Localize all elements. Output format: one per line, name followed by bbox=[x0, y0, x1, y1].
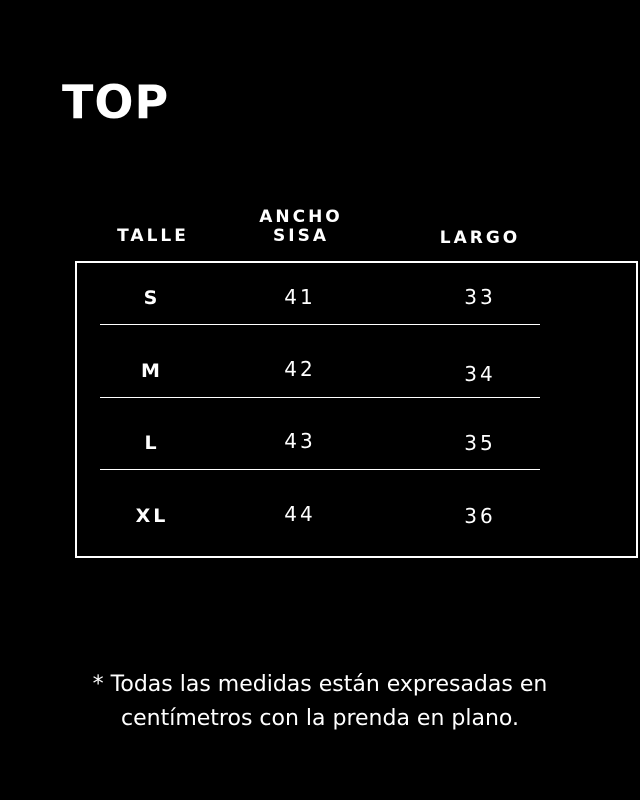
length-cell: 35 bbox=[464, 431, 496, 455]
width-cell: 44 bbox=[284, 502, 316, 526]
page-title: TOP bbox=[62, 75, 170, 129]
size-cell: L bbox=[144, 432, 160, 454]
length-cell: 34 bbox=[464, 362, 496, 386]
column-header-size: TALLE bbox=[117, 226, 189, 246]
row-divider bbox=[100, 469, 540, 470]
length-cell: 36 bbox=[464, 504, 496, 528]
row-divider bbox=[100, 397, 540, 398]
column-header-width: ANCHO SISA bbox=[259, 207, 343, 246]
measurement-note: * Todas las medidas están expresadas en … bbox=[92, 672, 548, 731]
size-cell: S bbox=[143, 287, 161, 309]
row-divider bbox=[100, 324, 540, 325]
length-cell: 33 bbox=[464, 285, 496, 309]
size-cell: M bbox=[141, 360, 163, 382]
size-table bbox=[75, 261, 638, 558]
width-cell: 41 bbox=[284, 285, 316, 309]
width-cell: 42 bbox=[284, 357, 316, 381]
width-cell: 43 bbox=[284, 429, 316, 453]
size-cell: XL bbox=[135, 505, 169, 527]
column-header-length: LARGO bbox=[439, 228, 521, 248]
